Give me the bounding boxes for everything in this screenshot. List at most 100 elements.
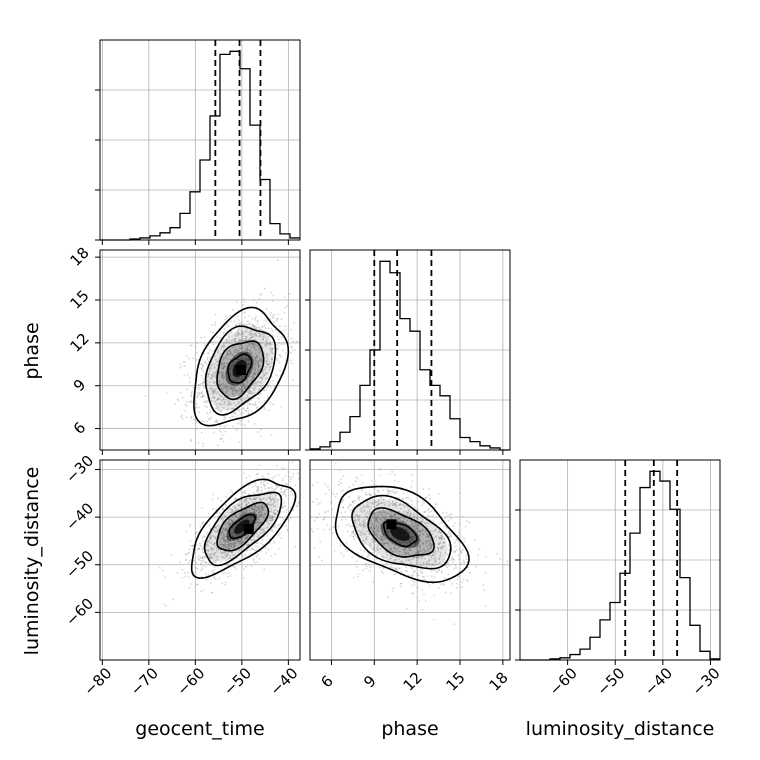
sample-point <box>240 322 243 325</box>
sample-point <box>200 367 203 369</box>
sample-point <box>350 531 353 534</box>
sample-point <box>311 484 314 487</box>
sample-point <box>267 342 269 345</box>
histogram-phase <box>310 260 510 451</box>
sample-point <box>379 534 381 537</box>
sample-point <box>301 479 303 481</box>
sample-point <box>222 332 225 335</box>
sample-point <box>257 514 260 517</box>
sample-point <box>246 327 248 330</box>
sample-point <box>228 542 231 545</box>
sample-point <box>253 325 256 328</box>
sample-point <box>381 555 384 558</box>
sample-point <box>391 500 394 503</box>
sample-point <box>387 542 390 545</box>
sample-point <box>203 495 205 497</box>
sample-point <box>348 503 351 506</box>
sample-point <box>399 585 402 588</box>
sample-point <box>223 398 225 401</box>
sample-point <box>416 516 418 519</box>
sample-point <box>458 548 461 551</box>
sample-point <box>254 549 256 552</box>
sample-point <box>243 375 245 377</box>
sample-point <box>370 525 373 528</box>
sample-point <box>322 518 325 521</box>
sample-point <box>289 359 292 362</box>
sample-point <box>243 472 246 475</box>
sample-point <box>263 374 266 377</box>
sample-point <box>362 532 365 535</box>
sample-point <box>425 522 428 525</box>
sample-point <box>247 391 249 394</box>
sample-point <box>258 505 260 508</box>
sample-point <box>231 551 233 554</box>
sample-point <box>269 542 271 545</box>
sample-point <box>411 558 414 561</box>
sample-point <box>206 356 209 359</box>
sample-point <box>178 561 181 564</box>
sample-point <box>400 582 403 585</box>
sample-point <box>312 472 314 474</box>
sample-point <box>388 539 391 542</box>
sample-point <box>241 388 244 391</box>
sample-point <box>398 542 401 544</box>
sample-point <box>306 510 308 512</box>
sample-point <box>253 359 255 362</box>
sample-point <box>216 556 219 559</box>
sample-point <box>222 363 225 366</box>
sample-point <box>225 380 228 383</box>
sample-point <box>392 551 395 554</box>
sample-point <box>262 527 265 530</box>
sample-point <box>409 549 412 551</box>
sample-point <box>214 578 217 581</box>
sample-point <box>255 360 258 363</box>
sample-point <box>382 498 385 501</box>
sample-point <box>280 318 283 321</box>
sample-point <box>363 533 366 536</box>
sample-point <box>225 379 228 382</box>
sample-point <box>217 398 219 400</box>
sample-point <box>240 326 243 329</box>
sample-point <box>455 566 458 569</box>
sample-point <box>262 375 265 377</box>
sample-point <box>368 493 371 496</box>
sample-point <box>386 531 389 533</box>
sample-point <box>241 331 244 334</box>
sample-point <box>199 363 202 365</box>
sample-point <box>437 549 440 552</box>
sample-point <box>284 325 287 328</box>
sample-point <box>286 304 288 307</box>
sample-point <box>392 489 395 492</box>
sample-point <box>241 346 244 349</box>
sample-point <box>248 334 251 336</box>
sample-point <box>232 520 235 523</box>
sample-point <box>260 386 263 389</box>
sample-point <box>262 536 265 539</box>
sample-point <box>234 508 237 510</box>
sample-point <box>221 517 224 520</box>
sample-point <box>223 550 226 553</box>
sample-point <box>201 521 204 524</box>
sample-point <box>418 536 421 539</box>
sample-point <box>229 332 231 335</box>
sample-point <box>222 387 224 390</box>
sample-point <box>174 403 177 405</box>
sample-point <box>256 468 259 471</box>
sample-point <box>409 536 412 539</box>
sample-point <box>365 567 368 570</box>
sample-point <box>461 549 464 552</box>
x-axis-label-geocent-time: geocent_time <box>135 718 264 740</box>
sample-point <box>190 391 193 394</box>
sample-point <box>256 505 258 508</box>
sample-point <box>254 513 257 516</box>
sample-point <box>211 547 214 550</box>
sample-point <box>227 545 230 548</box>
sample-point <box>222 534 225 536</box>
sample-point <box>413 516 416 519</box>
sample-point <box>270 327 273 330</box>
sample-point <box>196 548 199 551</box>
sample-point <box>215 387 217 390</box>
sample-point <box>230 387 233 390</box>
sample-point <box>374 516 377 519</box>
sample-point <box>290 489 293 492</box>
